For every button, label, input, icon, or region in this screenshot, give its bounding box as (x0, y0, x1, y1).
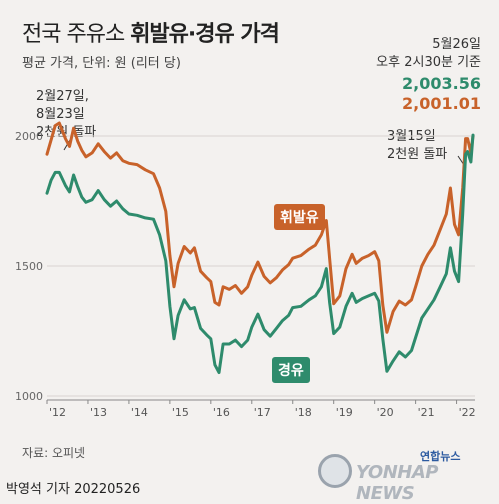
date-note-line: 5월26일 (432, 37, 481, 52)
y-tick-label: 1500 (15, 260, 43, 273)
series-label-diesel: 경유 (272, 357, 310, 383)
x-tick-label: '19 (336, 406, 353, 419)
annotation-line: 2월27일, (36, 89, 89, 104)
x-tick-label: '14 (131, 406, 148, 419)
x-tick-label: '13 (90, 406, 107, 419)
date-note-line: 오후 2시30분 기준 (376, 55, 481, 70)
chart-subtitle: 평균 가격, 단위: 원 (리터 당) (22, 56, 181, 71)
x-tick-label: '17 (254, 406, 271, 419)
y-tick-label: 2000 (15, 130, 43, 143)
logo-globe-icon (318, 454, 352, 488)
annotation-leader (63, 139, 71, 151)
annotation-line: 8월23일 (36, 107, 85, 122)
series-label-gasoline: 휘발유 (274, 204, 325, 230)
date-note: 5월26일 오후 2시30분 기준 (376, 36, 481, 72)
byline: 박영석 기자 20220526 (6, 482, 141, 497)
x-tick-label: '16 (213, 406, 230, 419)
series-line-gasoline (45, 121, 475, 334)
x-tick-label: '18 (295, 406, 312, 419)
x-tick-label: '12 (49, 406, 66, 419)
x-tick-label: '22 (459, 406, 476, 419)
annotation-line: 2천원 돌파 (387, 147, 448, 162)
series-line-diesel (45, 133, 475, 375)
x-tick-label: '21 (418, 406, 435, 419)
y-tick-label: 1000 (15, 390, 43, 403)
chart-title: 전국 주유소 휘발유·경유 가격 (22, 22, 280, 47)
latest-value-diesel: 2,003.56 (402, 74, 481, 93)
x-tick-label: '20 (377, 406, 394, 419)
logo-english: YONHAP NEWS (356, 462, 438, 504)
latest-value-gasoline: 2,001.01 (402, 94, 481, 113)
x-tick-label: '15 (172, 406, 189, 419)
source-note: 자료: 오피넷 (22, 446, 86, 460)
yonhap-logo: 연합뉴스 YONHAP NEWS (318, 448, 490, 504)
logo-korean: 연합뉴스 (420, 450, 461, 463)
